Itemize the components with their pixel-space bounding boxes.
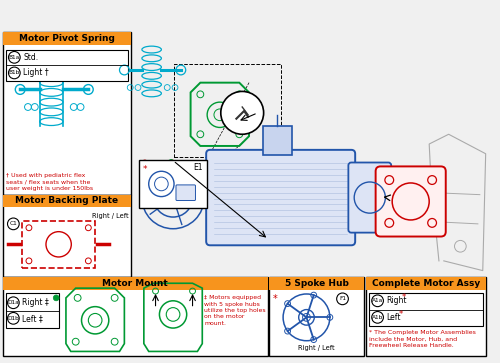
FancyBboxPatch shape [2, 195, 131, 207]
FancyBboxPatch shape [376, 166, 446, 237]
Text: Right ‡: Right ‡ [22, 298, 49, 307]
Text: F1: F1 [339, 296, 346, 301]
Text: E1: E1 [194, 163, 203, 172]
Text: D1b: D1b [8, 316, 20, 321]
FancyBboxPatch shape [2, 32, 131, 195]
Text: Std.: Std. [23, 53, 38, 62]
Text: *: * [272, 294, 277, 304]
Text: Complete Motor Assy: Complete Motor Assy [372, 279, 480, 288]
FancyBboxPatch shape [366, 277, 486, 356]
Text: Motor Backing Plate: Motor Backing Plate [16, 196, 118, 205]
Text: Left ‡: Left ‡ [22, 314, 43, 323]
Text: Light †: Light † [23, 68, 48, 77]
Text: Right: Right [386, 296, 407, 305]
Text: D1a: D1a [8, 300, 19, 305]
FancyBboxPatch shape [206, 150, 355, 245]
FancyBboxPatch shape [2, 32, 131, 45]
Text: *: * [402, 293, 406, 302]
FancyBboxPatch shape [2, 195, 131, 277]
Bar [174, 64, 281, 157]
FancyBboxPatch shape [262, 126, 292, 155]
Text: Motor Mount: Motor Mount [102, 279, 168, 288]
FancyBboxPatch shape [270, 277, 364, 290]
Circle shape [167, 160, 175, 167]
Circle shape [221, 91, 264, 134]
Text: † Used with pediatric flex
seats / flex seats when the
user weight is under 150l: † Used with pediatric flex seats / flex … [6, 173, 92, 191]
FancyBboxPatch shape [6, 293, 59, 328]
Text: *: * [143, 166, 148, 175]
Text: Motor Pivot Spring: Motor Pivot Spring [19, 34, 115, 43]
FancyBboxPatch shape [366, 277, 486, 290]
Circle shape [54, 295, 59, 301]
FancyBboxPatch shape [2, 277, 268, 290]
Text: Left: Left [386, 313, 401, 322]
Text: Right / Left: Right / Left [298, 344, 335, 351]
Text: C1: C1 [10, 221, 17, 227]
Text: B1a: B1a [8, 55, 20, 60]
Text: A1a: A1a [372, 298, 383, 303]
FancyBboxPatch shape [369, 293, 483, 326]
Text: ‡ Motors equipped
with 5 spoke hubs
utilize the top holes
on the motor
mount.: ‡ Motors equipped with 5 spoke hubs util… [204, 295, 266, 326]
Text: * The Complete Motor Assemblies
include the Motor, Hub, and
Freewheel Release Ha: * The Complete Motor Assemblies include … [369, 330, 476, 348]
Text: Right / Left: Right / Left [92, 50, 128, 56]
Text: 5 Spoke Hub: 5 Spoke Hub [285, 279, 348, 288]
FancyBboxPatch shape [176, 185, 196, 200]
Text: B1b: B1b [8, 70, 20, 76]
FancyBboxPatch shape [348, 163, 391, 233]
Text: A1b: A1b [372, 315, 384, 320]
FancyBboxPatch shape [270, 277, 364, 356]
Text: Right / Left: Right / Left [92, 213, 128, 219]
FancyBboxPatch shape [139, 160, 207, 208]
Text: *: * [399, 310, 403, 319]
FancyBboxPatch shape [2, 277, 268, 356]
FancyBboxPatch shape [6, 49, 128, 81]
